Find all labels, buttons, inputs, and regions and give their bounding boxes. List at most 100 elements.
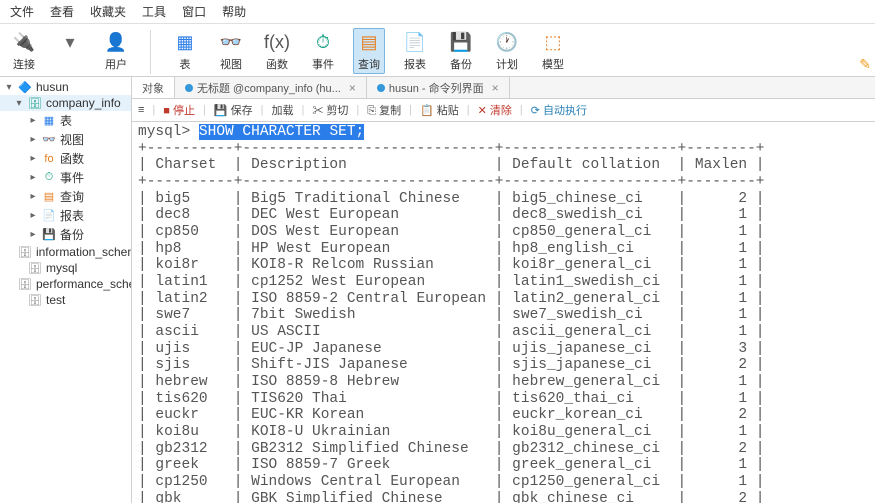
expand-icon[interactable]: ▸ bbox=[28, 153, 38, 164]
expand-icon[interactable]: ▸ bbox=[28, 210, 38, 221]
用户-icon: 👤 bbox=[104, 30, 128, 54]
tree-node-company_info[interactable]: ▾🗄company_info bbox=[0, 95, 131, 111]
node-label: husun bbox=[36, 80, 69, 94]
node-icon: 🗄 bbox=[28, 293, 42, 307]
ribbon-group-objects: ▦表👓视图f(x)函数⏱事件▤查询📄报表💾备份🕐计划⬚模型 bbox=[169, 28, 569, 74]
expand-icon[interactable]: ▸ bbox=[28, 172, 38, 183]
tab-dot-icon bbox=[185, 84, 193, 92]
toolbar-停止[interactable]: ■ 停止 bbox=[163, 102, 195, 118]
tree-node-备份[interactable]: ▸💾备份 bbox=[0, 225, 131, 244]
tab[interactable]: husun - 命令列界面 × bbox=[367, 77, 510, 98]
ribbon-dropdown[interactable]: ▾ bbox=[54, 28, 86, 56]
menu-item[interactable]: 文件 bbox=[10, 3, 34, 20]
menu-item[interactable]: 工具 bbox=[142, 3, 166, 20]
node-label: 表 bbox=[60, 112, 72, 129]
node-label: information_schema bbox=[36, 245, 132, 259]
tree-node-报表[interactable]: ▸📄报表 bbox=[0, 206, 131, 225]
expand-icon[interactable]: ▸ bbox=[28, 115, 38, 126]
ribbon-函数[interactable]: f(x) 函数 bbox=[261, 28, 293, 74]
ribbon-label: 表 bbox=[180, 56, 191, 72]
ribbon-label: 事件 bbox=[312, 56, 334, 72]
tree-node-函数[interactable]: ▸ fo 函数 bbox=[0, 149, 131, 168]
close-icon[interactable]: × bbox=[349, 81, 356, 95]
ribbon-label: 函数 bbox=[266, 56, 288, 72]
函数-icon: f(x) bbox=[265, 30, 289, 54]
node-icon: 💾 bbox=[42, 228, 56, 242]
node-icon: 👓 bbox=[42, 133, 56, 147]
tree-node-performance_schema[interactable]: 🗄 performance_schema bbox=[0, 276, 131, 292]
tab[interactable]: 无标题 @company_info (hu...× bbox=[175, 77, 367, 98]
ribbon-label: 计划 bbox=[496, 56, 518, 72]
tree-node-husun[interactable]: ▾ 🔷 husun bbox=[0, 79, 131, 95]
toolbar-menu[interactable]: ≡ bbox=[138, 104, 144, 116]
tree-node-查询[interactable]: ▸ ▤ 查询 bbox=[0, 187, 131, 206]
node-icon: 🗄 bbox=[28, 261, 42, 275]
ribbon-separator bbox=[150, 30, 151, 74]
sql-terminal[interactable]: mysql> SHOW CHARACTER SET; +----------+-… bbox=[132, 122, 875, 503]
计划-icon: 🕐 bbox=[495, 30, 519, 54]
favorite-icon[interactable]: ✎ bbox=[859, 56, 871, 73]
menu-item[interactable]: 帮助 bbox=[222, 3, 246, 20]
toolbar-粘贴[interactable]: 📋 粘贴 bbox=[420, 102, 459, 118]
node-label: test bbox=[46, 293, 65, 307]
node-label: mysql bbox=[46, 261, 77, 275]
node-icon: 🗄 bbox=[18, 277, 32, 291]
tab-label: husun - 命令列界面 bbox=[389, 80, 484, 96]
tree-node-事件[interactable]: ▸⏱事件 bbox=[0, 168, 131, 187]
node-icon: 📄 bbox=[42, 209, 56, 223]
ribbon-连接[interactable]: 🔌 连接 bbox=[8, 28, 40, 74]
tabbar: 对象无标题 @company_info (hu...×husun - 命令列界面… bbox=[132, 77, 875, 99]
模型-icon: ⬚ bbox=[541, 30, 565, 54]
expand-icon[interactable]: ▾ bbox=[14, 98, 24, 109]
toolbar-复制[interactable]: ⎘ 复制 bbox=[367, 102, 401, 118]
tree-node-mysql[interactable]: 🗄 mysql bbox=[0, 260, 131, 276]
tree-node-test[interactable]: 🗄 test bbox=[0, 292, 131, 308]
连接-icon: 🔌 bbox=[12, 30, 36, 54]
ribbon-label: 备份 bbox=[450, 56, 472, 72]
expand-icon[interactable]: ▾ bbox=[4, 82, 14, 93]
menu-item[interactable]: 窗口 bbox=[182, 3, 206, 20]
toolbar-保存[interactable]: 💾 保存 bbox=[214, 102, 253, 118]
ribbon-查询[interactable]: ▤查询 bbox=[353, 28, 385, 74]
ribbon-备份[interactable]: 💾 备份 bbox=[445, 28, 477, 74]
ribbon-表[interactable]: ▦表 bbox=[169, 28, 201, 74]
ribbon-报表[interactable]: 📄报表 bbox=[399, 28, 431, 74]
ribbon-事件[interactable]: ⏱事件 bbox=[307, 28, 339, 74]
ribbon-模型[interactable]: ⬚模型 bbox=[537, 28, 569, 74]
视图-icon: 👓 bbox=[219, 30, 243, 54]
ribbon-label: 连接 bbox=[13, 56, 35, 72]
sidebar-tree: ▾🔷husun▾🗄company_info▸▦表▸👓视图▸fo函数▸⏱事件▸▤查… bbox=[0, 77, 132, 503]
menu-item[interactable]: 收藏夹 bbox=[90, 3, 126, 20]
node-label: 查询 bbox=[60, 188, 84, 205]
menu-item[interactable]: 查看 bbox=[50, 3, 74, 20]
tree-node-视图[interactable]: ▸👓视图 bbox=[0, 130, 131, 149]
node-label: 事件 bbox=[60, 169, 84, 186]
备份-icon: 💾 bbox=[449, 30, 473, 54]
node-label: performance_schema bbox=[36, 277, 132, 291]
node-icon: fo bbox=[42, 152, 56, 166]
toolbar-清除[interactable]: ✕ 清除 bbox=[478, 102, 512, 118]
node-label: 函数 bbox=[60, 150, 84, 167]
toolbar-剪切[interactable]: ✂ 剪切 bbox=[312, 102, 348, 118]
node-icon: 🗄 bbox=[18, 245, 32, 259]
表-icon: ▦ bbox=[173, 30, 197, 54]
ribbon-label: 报表 bbox=[404, 56, 426, 72]
expand-icon[interactable]: ▸ bbox=[28, 191, 38, 202]
tree-node-information_schema[interactable]: 🗄 information_schema bbox=[0, 244, 131, 260]
ribbon-label: 用户 bbox=[105, 56, 127, 72]
tree-node-表[interactable]: ▸▦表 bbox=[0, 111, 131, 130]
node-icon: ▤ bbox=[42, 190, 56, 204]
tab-dot-icon bbox=[377, 84, 385, 92]
toolbar-加载[interactable]: 加载 bbox=[271, 102, 293, 118]
ribbon-视图[interactable]: 👓 视图 bbox=[215, 28, 247, 74]
ribbon-用户[interactable]: 👤 用户 bbox=[100, 28, 132, 74]
expand-icon[interactable]: ▸ bbox=[28, 134, 38, 145]
ribbon-计划[interactable]: 🕐 计划 bbox=[491, 28, 523, 74]
tab[interactable]: 对象 bbox=[132, 77, 175, 98]
toolbar-自动执行[interactable]: ⟳ 自动执行 bbox=[531, 102, 587, 118]
expand-icon[interactable]: ▸ bbox=[28, 229, 38, 240]
node-icon: 🔷 bbox=[18, 80, 32, 94]
tab-label: 对象 bbox=[142, 80, 164, 96]
close-icon[interactable]: × bbox=[492, 81, 499, 95]
ribbon-label: 视图 bbox=[220, 56, 242, 72]
